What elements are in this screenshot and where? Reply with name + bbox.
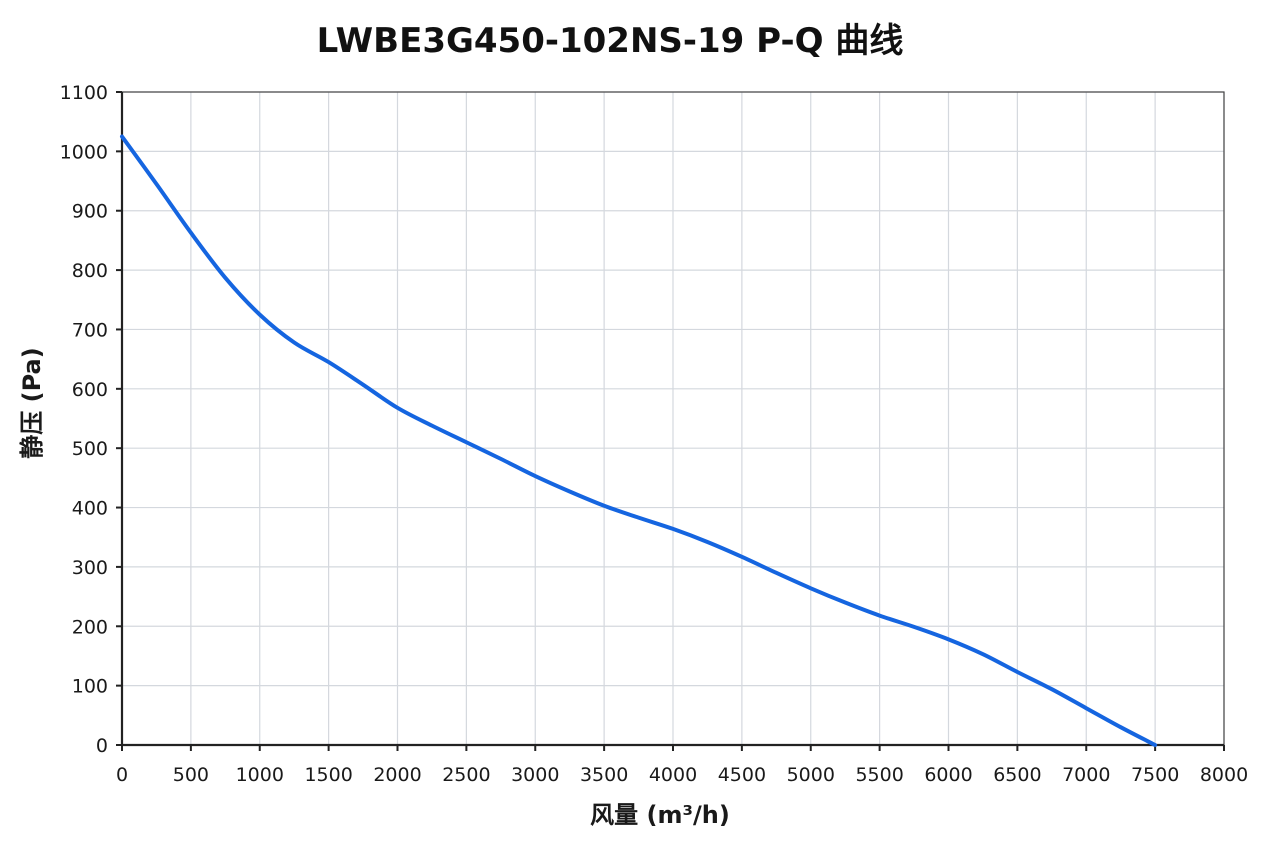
x-tick-label: 500 xyxy=(173,764,209,786)
x-tick-label: 6000 xyxy=(924,764,972,786)
y-tick-label: 400 xyxy=(72,498,108,520)
x-tick-label: 0 xyxy=(116,764,128,786)
x-tick-label: 2500 xyxy=(442,764,490,786)
x-tick-label: 5500 xyxy=(855,764,903,786)
x-tick-label: 4500 xyxy=(718,764,766,786)
x-tick-label: 3500 xyxy=(580,764,628,786)
chart-title: LWBE3G450-102NS-19 P-Q 曲线 xyxy=(317,21,904,61)
y-tick-label: 200 xyxy=(72,616,108,638)
y-tick-label: 500 xyxy=(72,438,108,460)
x-tick-label: 2000 xyxy=(373,764,421,786)
y-tick-label: 600 xyxy=(72,379,108,401)
x-axis-label: 风量 (m³/h) xyxy=(590,801,730,829)
y-axis-ticks: 0 100 200 300 400 500 600 700 800 900 1000 1100 xyxy=(60,82,122,757)
y-axis-label: 静压 (Pa) xyxy=(18,347,46,458)
x-tick-label: 5000 xyxy=(787,764,835,786)
x-tick-label: 1000 xyxy=(236,764,284,786)
y-tick-label: 800 xyxy=(72,260,108,282)
y-tick-label: 900 xyxy=(72,201,108,223)
series-layer xyxy=(120,134,1158,747)
x-axis-ticks: 0 500 1000 1500 2000 2500 3000 3500 4000 4500 5000… xyxy=(116,745,1248,786)
x-tick-label: 7500 xyxy=(1131,764,1179,786)
x-tick-label: 6500 xyxy=(993,764,1041,786)
x-tick-label: 8000 xyxy=(1200,764,1248,786)
x-tick-label: 7000 xyxy=(1062,764,1110,786)
y-tick-label: 700 xyxy=(72,319,108,341)
y-tick-label: 1000 xyxy=(60,141,108,163)
x-tick-label: 4000 xyxy=(649,764,697,786)
y-tick-label: 100 xyxy=(72,676,108,698)
y-tick-label: 1100 xyxy=(60,82,108,104)
y-tick-label: 0 xyxy=(96,735,108,757)
pq-curve-line xyxy=(120,134,1158,747)
x-tick-label: 1500 xyxy=(304,764,352,786)
y-tick-label: 300 xyxy=(72,557,108,579)
x-tick-label: 3000 xyxy=(511,764,559,786)
